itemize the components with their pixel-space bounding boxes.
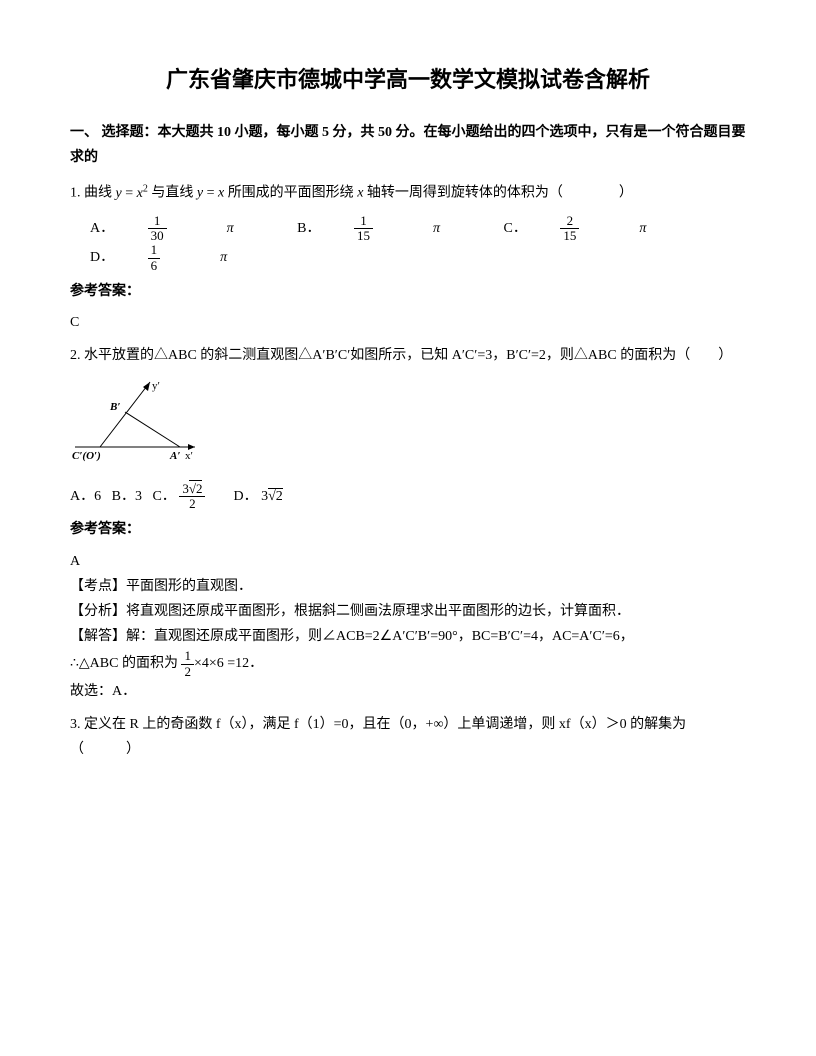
y-axis: [100, 382, 150, 447]
q1-options: A． 130π B． 115π C． 215π D． 16π: [90, 214, 746, 273]
q1-opt-c: C． 215π: [504, 214, 677, 244]
q1-opt-a: A． 130π: [90, 214, 264, 244]
page-title: 广东省肇庆市德城中学高一数学文模拟试卷含解析: [70, 60, 746, 100]
q2-opt-b: B．3: [112, 489, 142, 504]
q2-analysis-5: 故选：A．: [70, 679, 746, 704]
q1-opt-d: D． 16π: [90, 243, 257, 273]
q2-opt-c: C． 3√22: [152, 489, 208, 504]
section-heading: 一、 选择题：本大题共 10 小题，每小题 5 分，共 50 分。在每小题给出的…: [70, 120, 746, 170]
q1-stem-d: 轴转一周得到旋转体的体积为（ ）: [367, 186, 633, 201]
q2-opt-a: A．6: [70, 489, 101, 504]
question-3: 3. 定义在 R 上的奇函数 f（x），满足 f（1）=0，且在（0，+∞）上单…: [70, 712, 746, 762]
q1-eq1: y = x2: [116, 186, 148, 201]
label-co: C′(O′): [72, 450, 101, 462]
label-x: x′: [185, 450, 193, 462]
label-y: y′: [152, 380, 160, 392]
q1-eq2: y = x: [197, 186, 224, 201]
answer-label: 参考答案：: [70, 517, 746, 542]
question-1: 1. 曲线 y = x2 与直线 y = x 所围成的平面图形绕 x 轴转一周得…: [70, 180, 746, 206]
q1-stem-a: 1. 曲线: [70, 186, 112, 201]
q2-answer: A: [70, 549, 746, 574]
q2-analysis-3: 【解答】解：直观图还原成平面图形，则∠ACB=2∠A′C′B′=90°，BC=B…: [70, 624, 746, 649]
answer-label: 参考答案：: [70, 279, 746, 304]
q2-diagram: y′ x′ B′ A′ C′(O′): [70, 377, 746, 476]
q1-opt-b: B． 115π: [297, 214, 470, 244]
label-a: A′: [169, 450, 180, 462]
q2-analysis-2: 【分析】将直观图还原成平面图形，根据斜二侧画法原理求出平面图形的边长，计算面积．: [70, 599, 746, 624]
question-2: 2. 水平放置的△ABC 的斜二测直观图△A′B′C′如图所示，已知 A′C′=…: [70, 343, 746, 368]
triangle-diagram: y′ x′ B′ A′ C′(O′): [70, 377, 200, 467]
q2-analysis-1: 【考点】平面图形的直观图．: [70, 574, 746, 599]
q1-stem-c: 所围成的平面图形绕: [228, 186, 354, 201]
q1-eq3: x: [357, 186, 363, 201]
q1-answer: C: [70, 310, 746, 335]
q2-analysis-4: ∴△ABC 的面积为 12×4×6 =12．: [70, 649, 746, 679]
q2-options: A．6 B．3 C． 3√22 D． 3√2: [70, 482, 746, 512]
label-b: B′: [109, 401, 120, 413]
q1-stem-b: 与直线: [151, 186, 193, 201]
line-ab: [125, 412, 180, 447]
q2-opt-d: D． 3√2: [233, 488, 282, 504]
